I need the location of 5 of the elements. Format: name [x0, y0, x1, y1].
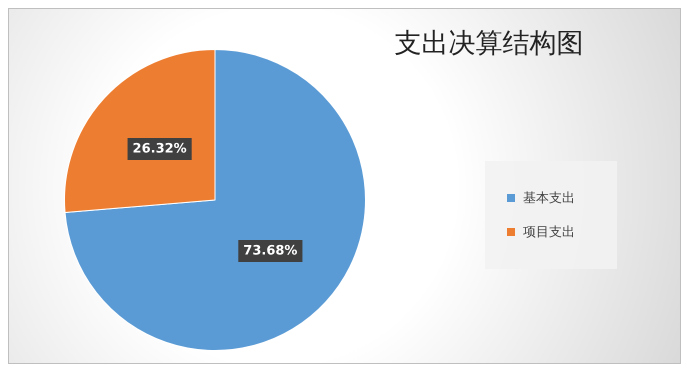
legend-label: 基本支出: [523, 190, 575, 207]
chart-title: 支出决算结构图: [394, 27, 584, 61]
data-label: 73.68%: [243, 243, 298, 258]
data-label: 26.32%: [132, 141, 187, 156]
legend-label: 项目支出: [523, 224, 575, 241]
